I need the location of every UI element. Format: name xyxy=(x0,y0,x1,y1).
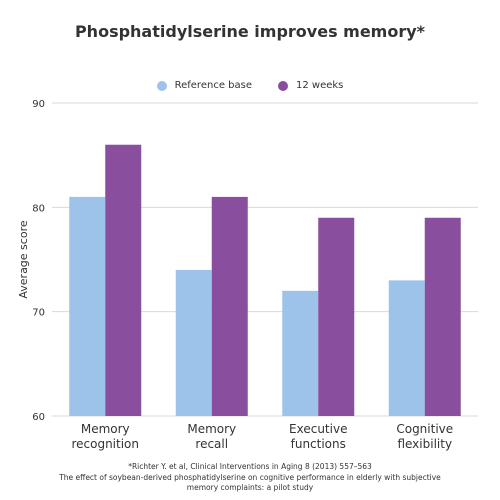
bar-reference-base-0 xyxy=(69,196,106,416)
bar-12-weeks-1 xyxy=(211,196,248,416)
legend-item-12-weeks: 12 weeks xyxy=(277,80,344,91)
legend-swatch-reference-base xyxy=(156,80,167,91)
y-tick-label-70: 70 xyxy=(32,308,45,319)
y-tick-label-80: 80 xyxy=(32,203,45,214)
x-tick-label-3-0: Cognitive xyxy=(396,422,453,436)
footnote-study-title: The effect of soybean-derived phosphatid… xyxy=(59,473,441,492)
bar-reference-base-2 xyxy=(282,290,319,416)
bar-reference-base-3 xyxy=(388,280,425,416)
x-tick-label-1-0: Memory xyxy=(187,422,236,436)
legend-label-reference-base: Reference base xyxy=(174,80,252,91)
bar-12-weeks-0 xyxy=(105,144,142,416)
x-tick-label-1-1: recall xyxy=(195,437,228,451)
x-tick-label-2-1: functions xyxy=(291,437,346,451)
legend-item-reference-base: Reference base xyxy=(156,80,252,91)
bar-reference-base-1 xyxy=(175,269,212,416)
y-tick-label-90: 90 xyxy=(32,99,45,110)
legend-label-12-weeks: 12 weeks xyxy=(295,80,344,91)
bar-12-weeks-3 xyxy=(424,217,461,416)
chart-title: Phosphatidylserine improves memory* xyxy=(74,22,426,41)
x-tick-label-0-0: Memory xyxy=(81,422,130,436)
y-tick-label-60: 60 xyxy=(32,412,45,423)
footnote-citation: *Richter Y. et al, Clinical Intervention… xyxy=(128,462,372,471)
y-axis-label: Average score xyxy=(17,220,30,298)
x-tick-label-3-1: flexibility xyxy=(397,437,452,451)
chart-legend: Reference base 12 weeks xyxy=(0,80,500,91)
bar-12-weeks-2 xyxy=(318,217,355,416)
legend-swatch-12-weeks xyxy=(277,80,288,91)
x-tick-label-2-0: Executive xyxy=(289,422,347,436)
x-tick-label-0-1: recognition xyxy=(71,437,139,451)
